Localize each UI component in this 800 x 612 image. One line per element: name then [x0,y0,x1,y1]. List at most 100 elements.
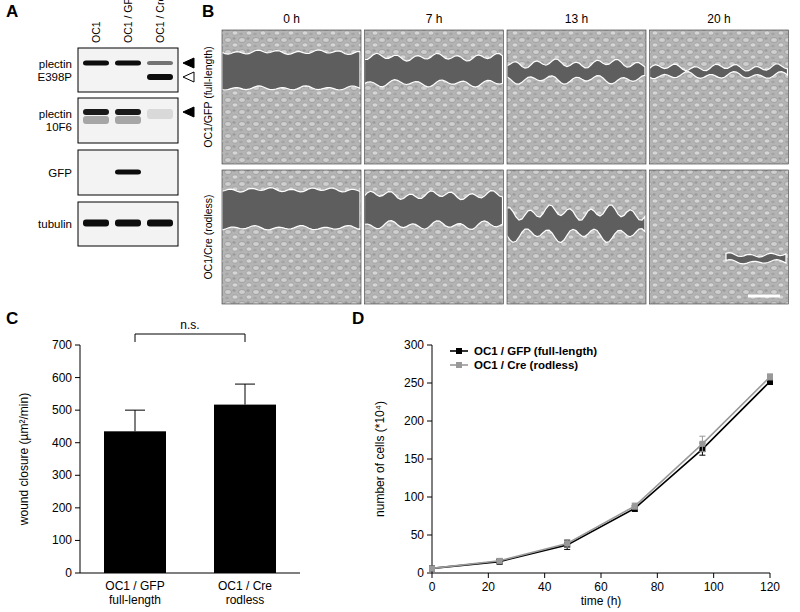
blot-band [147,109,173,119]
marker [497,559,503,565]
x-tick [488,573,489,578]
blot-label: tubulin [38,218,72,230]
blot-label: GFP [48,167,72,179]
y-tick-label: 200 [404,414,424,428]
y-tick [427,383,432,384]
y-tick-label: 100 [52,533,72,547]
y-tick [427,345,432,346]
y-tick-label: 300 [52,468,72,482]
image-frame [507,30,646,164]
blot-label: plectin [39,108,72,120]
micrograph [650,30,789,164]
image-frame [507,170,646,304]
error-bar [135,410,136,431]
bars [104,384,276,573]
bar [214,405,276,573]
micrograph [365,170,504,304]
wound-gap [726,253,786,264]
y-tick [75,540,80,541]
y-tick-label: 0 [417,566,424,580]
x-tick-label: 120 [760,580,780,594]
blot-frame [78,98,178,143]
blot-label: 10F6 [46,121,72,133]
lane-label: OC1 / GFP [122,0,134,43]
blot-band [115,170,141,175]
y-tick [75,573,80,574]
legend-label: OC1 / Cre (rodless) [474,359,578,371]
cell-layer [650,170,789,304]
blot-band [115,220,141,227]
x-tick [544,573,545,578]
lane-label: OC1 [90,21,102,43]
y-tick-label: 400 [52,436,72,450]
y-tick-label: 700 [52,338,72,352]
micrograph [507,30,646,164]
arrowhead [183,58,194,68]
label-line: full-length [109,593,161,607]
panel-label: B [202,2,214,21]
figure: AOC1OC1 / GFPOC1 / CreplectinE398Pplecti… [0,0,800,612]
marker [429,565,435,571]
image-frame [365,30,504,164]
error-cap [699,436,705,437]
wound-gap [222,188,360,230]
micrograph [222,170,361,304]
blot-band [83,116,109,124]
arrowhead [183,107,194,117]
y-tick [75,475,80,476]
y-tick-label: 0 [65,566,72,580]
y-tick [75,377,80,378]
blot-band [115,109,141,115]
marker [564,540,570,546]
y-tick [75,345,80,346]
marker [699,441,705,447]
blot-frame [78,202,178,246]
error-cap [564,549,570,550]
blot-band [147,220,173,227]
cell-layer [507,170,646,304]
marker [767,374,773,380]
arrowhead [183,72,194,82]
wound-gap [650,64,788,79]
cell-layer [365,30,504,164]
scale-bar [748,295,780,298]
label-line: OC1 / Cre [218,579,272,593]
blot-label: plectin [39,58,72,70]
error-cap [564,547,570,548]
marker [429,565,435,571]
y-tick [427,459,432,460]
cell-layer [222,30,361,164]
y-tick-label: 500 [52,403,72,417]
blot-label: E398P [37,71,72,83]
x-tick [601,573,602,578]
y-axis-label: wound closure (µm²/min) [17,393,31,526]
micrograph [365,30,504,164]
y-tick [427,573,432,574]
cell-layer [507,30,646,164]
series-line [432,377,770,569]
x-tick-label: OC1 / GFPfull-length [105,579,164,607]
label-line: OC1 / GFP [105,579,164,593]
x-tick-label: 80 [651,580,665,594]
micrograph [222,30,361,164]
wound-gap [365,53,503,87]
row-label: OC1/Cre (rodless) [202,194,214,279]
y-tick-label: 150 [404,452,424,466]
micrograph [650,170,789,304]
marker [632,503,638,509]
y-tick [427,535,432,536]
legend-label: OC1 / GFP (full-length) [474,345,597,357]
panel-label: D [352,309,364,328]
error-cap [699,455,705,456]
x-axis-label: time (h) [581,594,622,608]
legend-marker [456,348,462,354]
image-frame [365,170,504,304]
annotation: n.s. [180,318,199,332]
blot-band [147,61,173,65]
bar [104,431,166,573]
error-cap [699,451,705,452]
blot-band [115,61,141,66]
wound-gap [365,191,503,230]
y-axis-label: number of cells (*10⁴) [373,401,387,517]
x-tick-label: 60 [594,580,608,594]
